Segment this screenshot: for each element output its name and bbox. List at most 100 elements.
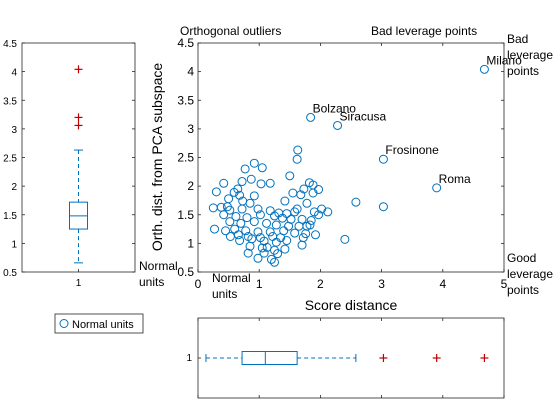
data-point: [259, 248, 269, 258]
data-point: [253, 204, 263, 214]
y-tick-label: 4.5: [177, 36, 194, 50]
quadrant-label-normal-units-bottom: Normal units: [212, 271, 251, 301]
quadrant-label-line: units: [139, 275, 164, 289]
y-tick-label: 2: [11, 182, 17, 193]
data-point: [293, 145, 303, 155]
data-point: [242, 213, 252, 223]
data-point: [237, 204, 247, 214]
data-point: [432, 183, 442, 193]
data-point: [211, 187, 221, 197]
data-point: [277, 213, 287, 223]
data-point: [297, 240, 307, 250]
data-point: [221, 226, 231, 236]
data-point: [299, 184, 309, 194]
data-point: [284, 221, 294, 231]
quadrant-label-bad-leverage-right: Bad leverage points: [507, 32, 553, 78]
data-point: [262, 242, 272, 252]
data-point: [257, 163, 267, 173]
y-tick-label: 2.5: [3, 154, 17, 165]
x-axis-label: Score distance: [305, 297, 398, 313]
data-point: [249, 191, 259, 201]
data-point: [237, 177, 247, 187]
data-point: [235, 190, 245, 200]
data-point: [246, 174, 256, 184]
vertical-boxplot-panel: 0.5 1 1.5 2 2.5 3 3.5 4 4.5 1: [3, 39, 136, 289]
quadrant-label-orthogonal-outliers: Orthogonal outliers: [180, 24, 281, 38]
x-tick-label: 5: [501, 277, 508, 291]
data-point: [255, 210, 265, 220]
data-point: [231, 211, 241, 221]
data-point: [240, 164, 250, 174]
data-point: [266, 254, 276, 264]
data-point: [233, 230, 243, 240]
y-tick-label: 3: [11, 125, 17, 136]
data-point: [270, 257, 279, 267]
data-point: [219, 210, 229, 220]
quadrant-label-bad-leverage-top: Bad leverage points: [371, 24, 477, 38]
legend-marker-open-circle: [59, 319, 69, 328]
data-point: [271, 220, 281, 230]
data-point: [302, 221, 312, 231]
data-point: [285, 171, 295, 181]
quadrant-label-normal-units-left: Normal units: [139, 259, 178, 289]
data-point: [210, 224, 220, 234]
quadrant-label-line: points: [507, 64, 539, 78]
legend: Normal units: [54, 313, 144, 334]
data-point: [306, 112, 316, 122]
data-point: [296, 190, 306, 200]
data-point: [256, 179, 266, 189]
data-point: [265, 178, 275, 188]
quadrant-label-line: Good: [507, 251, 536, 265]
y-tick-label: 4.5: [3, 39, 17, 50]
y-tick-label: 0.5: [177, 265, 194, 279]
quadrant-label-good-leverage: Good leverage points: [507, 251, 553, 297]
data-point: [311, 230, 321, 240]
data-point: [236, 218, 246, 228]
data-point: [249, 158, 259, 168]
data-point: [273, 249, 283, 259]
quadrant-label-line: Bad: [507, 32, 528, 46]
data-point: [306, 215, 316, 225]
quadrant-label-line: Normal: [139, 259, 178, 273]
data-point: [308, 188, 318, 198]
point-label: Siracusa: [340, 109, 387, 123]
data-point: [225, 217, 235, 227]
horizontal-boxplot-category-label: 1: [186, 353, 192, 364]
data-point: [249, 217, 259, 227]
data-point: [292, 154, 302, 164]
data-point: [235, 236, 245, 246]
data-point: [292, 204, 302, 214]
vertical-boxplot-y-ticks: 0.5 1 1.5 2 2.5 3 3.5 4 4.5: [3, 39, 135, 279]
x-tick-label: 2: [317, 277, 324, 291]
y-tick-label: 1.5: [177, 208, 194, 222]
y-tick-label: 2.5: [177, 151, 194, 165]
scatter-points: [208, 64, 489, 267]
y-tick-label: 2: [187, 179, 194, 193]
quadrant-label-line: units: [212, 287, 237, 301]
scatter-y-ticks: 0.5 1 1.5 2 2.5 3 3.5 4 4.5: [177, 36, 504, 279]
y-tick-label: 1: [187, 236, 194, 250]
data-point: [378, 202, 388, 212]
data-point: [282, 236, 292, 246]
data-point: [290, 228, 300, 238]
quadrant-label-line: leverage: [507, 267, 553, 281]
data-point: [378, 154, 388, 164]
horizontal-boxplot-panel: 1: [186, 317, 505, 399]
point-label: Bolzano: [313, 101, 357, 115]
legend-box: [54, 313, 144, 334]
data-point: [270, 211, 279, 221]
data-point: [253, 227, 263, 237]
scatter-panel: 0.5 1 1.5 2 2.5 3 3.5 4 4.5 0 1 2 3 4 5 Milano Bolzano…: [139, 24, 553, 313]
vertical-boxplot-category-label: 1: [76, 278, 82, 289]
data-point: [257, 243, 267, 253]
legend-label: Normal units: [72, 319, 134, 331]
data-point: [290, 207, 300, 217]
data-point: [262, 218, 272, 228]
data-point: [229, 187, 239, 197]
y-tick-label: 3.5: [177, 93, 194, 107]
horizontal-boxplot: [205, 351, 489, 365]
vertical-boxplot: [69, 65, 88, 264]
x-tick-label: 0: [195, 277, 202, 291]
